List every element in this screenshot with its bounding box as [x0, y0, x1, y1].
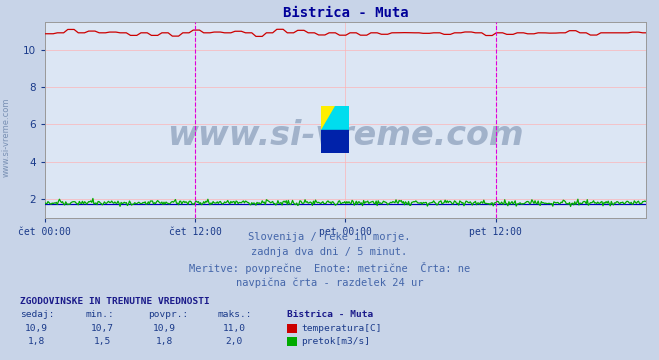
Text: ZGODOVINSKE IN TRENUTNE VREDNOSTI: ZGODOVINSKE IN TRENUTNE VREDNOSTI	[20, 297, 210, 306]
Text: Slovenija / reke in morje.: Slovenija / reke in morje.	[248, 232, 411, 242]
Polygon shape	[321, 106, 335, 130]
Title: Bistrica - Muta: Bistrica - Muta	[283, 6, 408, 21]
Text: temperatura[C]: temperatura[C]	[301, 324, 382, 333]
Text: Meritve: povprečne  Enote: metrične  Črta: ne: Meritve: povprečne Enote: metrične Črta:…	[189, 262, 470, 274]
Text: sedaj:: sedaj:	[20, 310, 54, 319]
Text: Bistrica - Muta: Bistrica - Muta	[287, 310, 373, 319]
Text: min.:: min.:	[86, 310, 115, 319]
Text: 10,9: 10,9	[154, 324, 176, 333]
Polygon shape	[321, 130, 349, 153]
Text: povpr.:: povpr.:	[148, 310, 188, 319]
Text: 1,8: 1,8	[28, 337, 45, 346]
Polygon shape	[321, 106, 349, 130]
Text: navpična črta - razdelek 24 ur: navpična črta - razdelek 24 ur	[236, 278, 423, 288]
Text: 1,5: 1,5	[94, 337, 111, 346]
Text: 10,9: 10,9	[25, 324, 47, 333]
Text: zadnja dva dni / 5 minut.: zadnja dva dni / 5 minut.	[251, 247, 408, 257]
Text: www.si-vreme.com: www.si-vreme.com	[2, 97, 11, 176]
Text: www.si-vreme.com: www.si-vreme.com	[167, 119, 524, 152]
Text: 11,0: 11,0	[223, 324, 245, 333]
Text: pretok[m3/s]: pretok[m3/s]	[301, 337, 370, 346]
Text: 1,8: 1,8	[156, 337, 173, 346]
Text: maks.:: maks.:	[217, 310, 252, 319]
Text: 2,0: 2,0	[225, 337, 243, 346]
Text: 10,7: 10,7	[91, 324, 113, 333]
